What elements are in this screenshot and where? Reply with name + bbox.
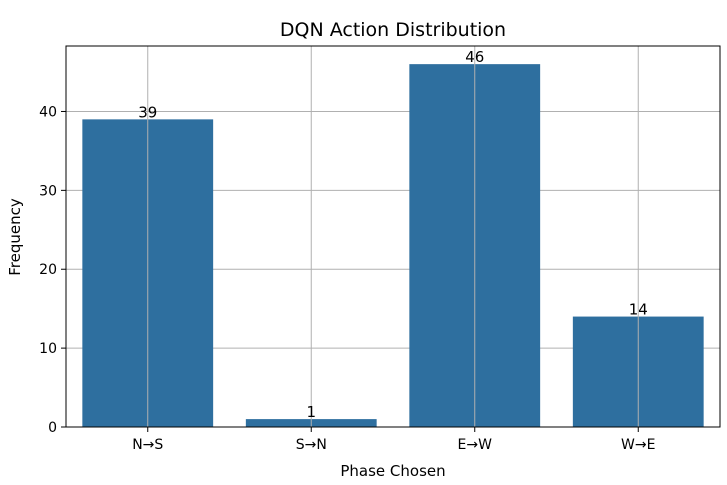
x-axis-label: Phase Chosen — [340, 462, 445, 480]
x-tick-label: S→N — [296, 437, 327, 453]
y-tick-label: 0 — [48, 420, 57, 436]
bar-value-label: 46 — [465, 48, 484, 66]
y-tick-label: 40 — [39, 104, 57, 120]
bar-value-label: 14 — [629, 301, 648, 319]
y-tick-label: 10 — [39, 341, 57, 357]
x-axis-ticks: N→S S→N E→W W→E — [132, 427, 655, 453]
x-tick-label: W→E — [621, 437, 655, 453]
bar-value-labels: 39 1 46 14 — [138, 48, 648, 421]
y-tick-label: 20 — [39, 262, 57, 278]
y-axis-ticks: 0 10 20 30 40 — [39, 104, 66, 436]
bars — [82, 64, 704, 428]
y-axis-label: Frequency — [6, 198, 24, 276]
chart-title: DQN Action Distribution — [280, 19, 506, 41]
x-tick-label: N→S — [132, 437, 163, 453]
x-tick-label: E→W — [458, 437, 493, 453]
plot-frame — [65, 45, 721, 428]
vertical-grid-lines — [147, 46, 639, 427]
bar-value-label: 1 — [306, 403, 316, 421]
y-tick-label: 30 — [39, 183, 57, 199]
bar-value-label: 39 — [138, 103, 157, 121]
